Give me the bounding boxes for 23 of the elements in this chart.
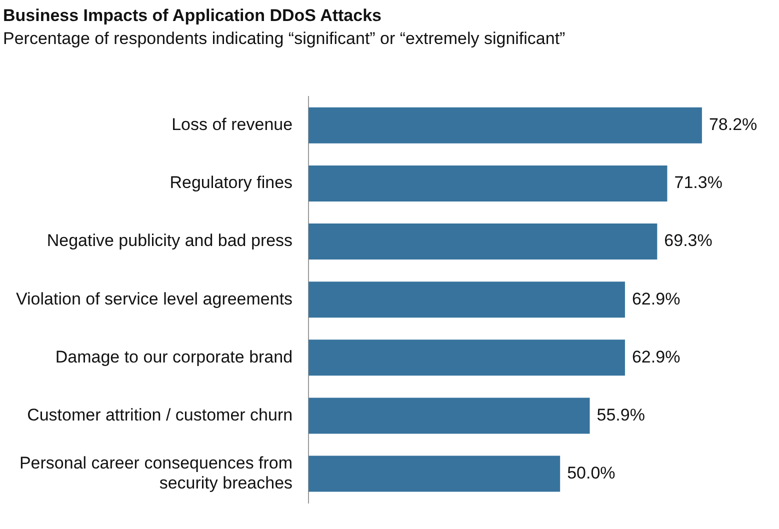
- y-tick-label: Negative publicity and bad press: [46, 231, 293, 250]
- chart-subtitle: Percentage of respondents indicating “significant” or “extremely significant”: [3, 29, 566, 49]
- y-tick-label: Loss of revenue: [172, 115, 293, 134]
- bar: [308, 165, 668, 202]
- y-tick-label: Personal career consequences from security breaches: [19, 453, 293, 493]
- bar: [308, 107, 702, 144]
- data-label: 50.0%: [567, 463, 616, 482]
- bar: [308, 456, 560, 492]
- data-label: 55.9%: [596, 405, 645, 424]
- data-label: 62.9%: [632, 289, 680, 308]
- bar: [308, 340, 625, 376]
- data-label: 62.9%: [632, 347, 680, 366]
- y-tick-label: Violation of service level agreements: [16, 289, 293, 308]
- data-label: 69.3%: [664, 231, 712, 250]
- y-tick-label: Customer attrition / customer churn: [27, 405, 293, 424]
- y-tick-label: Damage to our corporate brand: [55, 347, 293, 366]
- bar: [308, 224, 658, 260]
- data-label: 71.3%: [674, 173, 722, 192]
- bar: [308, 282, 625, 318]
- y-tick-label: Regulatory fines: [170, 173, 293, 192]
- bar: [308, 398, 590, 434]
- data-label: 78.2%: [708, 115, 758, 134]
- chart-title: Business Impacts of Application DDoS Attacks: [3, 6, 382, 26]
